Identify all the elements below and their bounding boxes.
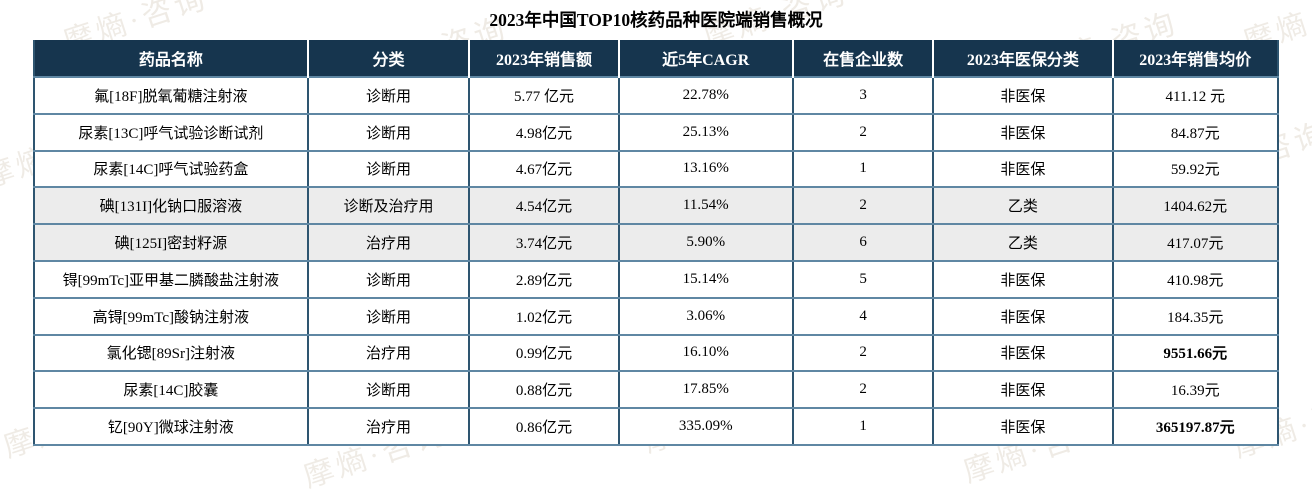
avg-price-cell: 411.12 元: [1111, 76, 1278, 115]
avg-price-cell: 184.35元: [1111, 296, 1278, 336]
drug-name-cell: 氟[18F]脱氧葡糖注射液: [34, 76, 309, 115]
table-header: 药品名称 分类 2023年销售额 近5年CAGR 在售企业数 2023年医保分类…: [34, 40, 1278, 77]
avg-price-cell: 365197.87元: [1111, 407, 1278, 446]
insurance-class-cell: 非医保: [932, 370, 1114, 410]
col-header-company-count: 在售企业数: [792, 40, 935, 77]
category-cell: 诊断用: [306, 370, 471, 410]
drug-name-cell: 尿素[14C]胶囊: [34, 370, 309, 410]
avg-price-cell: 1404.62元: [1111, 186, 1278, 226]
avg-price-cell: 84.87元: [1111, 112, 1278, 152]
table-row: 尿素[13C]呼气试验诊断试剂 诊断用 4.98亿元 25.13% 2 非医保 84.87元: [34, 112, 1278, 152]
category-cell: 治疗用: [306, 223, 471, 262]
company-count-cell: 6: [791, 223, 935, 262]
table-row: 碘[125I]密封籽源 治疗用 3.74亿元 5.90% 6 乙类 417.07元: [34, 223, 1278, 262]
insurance-class-cell: 非医保: [932, 407, 1114, 446]
insurance-class-cell: 非医保: [932, 333, 1114, 373]
category-cell: 诊断用: [306, 296, 471, 336]
header-row: 药品名称 分类 2023年销售额 近5年CAGR 在售企业数 2023年医保分类…: [34, 40, 1278, 77]
drug-name-cell: 碘[131I]化钠口服溶液: [34, 186, 309, 226]
cagr-5y-cell: 15.14%: [617, 259, 794, 299]
page-title: 2023年中国TOP10核药品种医院端销售概况: [489, 10, 823, 30]
table-row: 氟[18F]脱氧葡糖注射液 诊断用 5.77 亿元 22.78% 3 非医保 411.12 …: [34, 76, 1278, 115]
category-cell: 治疗用: [306, 407, 471, 446]
company-count-cell: 5: [791, 259, 935, 299]
col-header-sales-2023: 2023年销售额: [469, 40, 620, 77]
cagr-5y-cell: 11.54%: [617, 186, 794, 226]
table-row: 钇[90Y]微球注射液 治疗用 0.86亿元 335.09% 1 非医保 365197.87…: [34, 407, 1278, 446]
col-header-drug-name: 药品名称: [34, 40, 309, 77]
category-cell: 治疗用: [306, 333, 471, 373]
table-body: 氟[18F]脱氧葡糖注射液 诊断用 5.77 亿元 22.78% 3 非医保 411.12 …: [34, 76, 1278, 446]
sales-2023-cell: 4.54亿元: [468, 186, 620, 226]
sales-2023-cell: 0.88亿元: [468, 370, 620, 410]
insurance-class-cell: 非医保: [932, 296, 1114, 336]
col-header-cagr-5y: 近5年CAGR: [618, 40, 794, 77]
col-header-category: 分类: [307, 40, 471, 77]
company-count-cell: 1: [791, 407, 935, 446]
insurance-class-cell: 非医保: [932, 112, 1114, 152]
drug-name-cell: 尿素[13C]呼气试验诊断试剂: [34, 112, 309, 152]
avg-price-cell: 410.98元: [1111, 259, 1278, 299]
insurance-class-cell: 非医保: [932, 259, 1114, 299]
drug-name-cell: 尿素[14C]呼气试验药盒: [34, 149, 309, 189]
cagr-5y-cell: 17.85%: [617, 370, 794, 410]
sales-2023-cell: 2.89亿元: [468, 259, 620, 299]
cagr-5y-cell: 25.13%: [617, 112, 794, 152]
drug-name-cell: 氯化锶[89Sr]注射液: [34, 333, 309, 373]
drug-name-cell: 高锝[99mTc]酸钠注射液: [34, 296, 309, 336]
insurance-class-cell: 乙类: [932, 223, 1114, 262]
cagr-5y-cell: 5.90%: [617, 223, 794, 262]
cagr-5y-cell: 335.09%: [617, 407, 794, 446]
company-count-cell: 4: [791, 296, 935, 336]
cagr-5y-cell: 22.78%: [617, 76, 794, 115]
company-count-cell: 2: [791, 112, 935, 152]
table-row: 锝[99mTc]亚甲基二膦酸盐注射液 诊断用 2.89亿元 15.14% 5 非医保 410…: [34, 259, 1278, 299]
insurance-class-cell: 非医保: [932, 76, 1114, 115]
sales-2023-cell: 5.77 亿元: [468, 76, 620, 115]
table-row: 尿素[14C]胶囊 诊断用 0.88亿元 17.85% 2 非医保 16.39元: [34, 370, 1278, 410]
sales-2023-cell: 1.02亿元: [468, 296, 620, 336]
sales-2023-cell: 4.98亿元: [468, 112, 620, 152]
sales-2023-cell: 3.74亿元: [468, 223, 620, 262]
col-header-avg-price: 2023年销售均价: [1112, 40, 1278, 77]
drug-name-cell: 碘[125I]密封籽源: [34, 223, 309, 262]
col-header-insurance-class: 2023年医保分类: [933, 40, 1114, 77]
sales-2023-cell: 4.67亿元: [468, 149, 620, 189]
avg-price-cell: 59.92元: [1111, 149, 1278, 189]
cagr-5y-cell: 16.10%: [617, 333, 794, 373]
company-count-cell: 3: [791, 76, 935, 115]
category-cell: 诊断用: [306, 112, 471, 152]
sales-2023-cell: 0.99亿元: [468, 333, 620, 373]
category-cell: 诊断用: [306, 76, 471, 115]
avg-price-cell: 417.07元: [1111, 223, 1278, 262]
category-cell: 诊断用: [306, 259, 471, 299]
drug-name-cell: 锝[99mTc]亚甲基二膦酸盐注射液: [34, 259, 309, 299]
cagr-5y-cell: 13.16%: [617, 149, 794, 189]
drug-name-cell: 钇[90Y]微球注射液: [34, 407, 309, 446]
company-count-cell: 2: [791, 370, 935, 410]
avg-price-cell: 16.39元: [1111, 370, 1278, 410]
table-row: 尿素[14C]呼气试验药盒 诊断用 4.67亿元 13.16% 1 非医保 59.92元: [34, 149, 1278, 189]
company-count-cell: 2: [791, 186, 935, 226]
sales-table: 药品名称 分类 2023年销售额 近5年CAGR 在售企业数 2023年医保分类…: [33, 40, 1279, 446]
table-row: 高锝[99mTc]酸钠注射液 诊断用 1.02亿元 3.06% 4 非医保 184.35元: [34, 296, 1278, 336]
table-row: 碘[131I]化钠口服溶液 诊断及治疗用 4.54亿元 11.54% 2 乙类 1404.6…: [34, 186, 1278, 226]
cagr-5y-cell: 3.06%: [617, 296, 794, 336]
sales-2023-cell: 0.86亿元: [468, 407, 620, 446]
insurance-class-cell: 非医保: [932, 149, 1114, 189]
table-row: 氯化锶[89Sr]注射液 治疗用 0.99亿元 16.10% 2 非医保 9551.66元: [34, 333, 1278, 373]
company-count-cell: 2: [791, 333, 935, 373]
category-cell: 诊断及治疗用: [306, 186, 471, 226]
company-count-cell: 1: [791, 149, 935, 189]
avg-price-cell: 9551.66元: [1111, 333, 1278, 373]
insurance-class-cell: 乙类: [932, 186, 1114, 226]
category-cell: 诊断用: [306, 149, 471, 189]
